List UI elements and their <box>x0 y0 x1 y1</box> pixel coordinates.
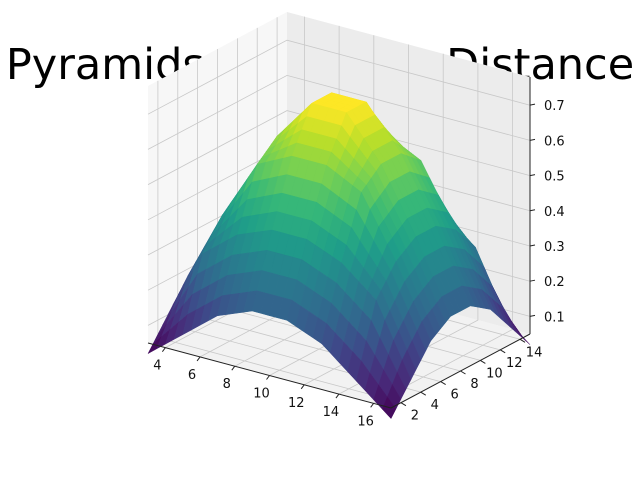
x-tick-label: 16 <box>357 414 374 429</box>
y-tick-mark <box>499 349 506 354</box>
x-tick-label: 10 <box>253 387 270 402</box>
z-tick-mark <box>529 138 536 141</box>
x-tick-mark <box>196 356 201 362</box>
z-tick-label: 0.5 <box>544 170 565 185</box>
z-tick-mark <box>529 103 536 106</box>
z-tick-label: 0.2 <box>544 275 565 290</box>
z-tick-mark <box>529 209 536 212</box>
x-tick-label: 4 <box>153 359 161 374</box>
y-tick-mark <box>519 338 526 343</box>
x-tick-mark <box>300 384 305 390</box>
z-tick-mark <box>529 174 536 177</box>
x-tick-mark <box>335 393 340 399</box>
z-tick-mark <box>529 279 536 282</box>
axis-lines <box>147 77 536 409</box>
y-tick-mark <box>400 402 407 407</box>
x-tick-label: 12 <box>288 396 305 411</box>
x-tick-mark <box>231 365 236 371</box>
z-tick-label: 0.4 <box>544 205 565 220</box>
grid-line-z <box>147 110 531 185</box>
y-tick-label: 12 <box>506 356 523 371</box>
z-tick-label: 0.6 <box>544 134 565 149</box>
y-tick-label: 2 <box>411 409 419 424</box>
z-tick-mark <box>529 244 536 247</box>
y-tick-label: 6 <box>451 388 459 403</box>
y-tick-mark <box>480 359 486 364</box>
grid-line-z <box>147 74 531 150</box>
y-tick-label: 8 <box>470 377 478 392</box>
x-tick-label: 14 <box>323 405 340 420</box>
y-tick-mark <box>440 381 446 386</box>
z-tick-label: 0.3 <box>544 240 565 255</box>
x-tick-label: 6 <box>188 368 196 383</box>
x-tick-label: 8 <box>223 377 231 392</box>
y-tick-label: 4 <box>431 398 439 413</box>
y-tick-label: 14 <box>526 345 543 360</box>
z-tick-mark <box>529 314 536 317</box>
y-tick-mark <box>420 391 427 396</box>
z-tick-label: 0.7 <box>544 99 565 114</box>
z-tick-label: 0.1 <box>544 310 565 325</box>
surface-mesh <box>147 92 531 420</box>
y-tick-mark <box>460 370 466 375</box>
grid-line-z <box>147 39 531 115</box>
y-tick-label: 10 <box>486 366 503 381</box>
x-tick-mark <box>161 347 166 352</box>
x-tick-mark <box>370 403 375 408</box>
x-tick-mark <box>266 375 270 380</box>
